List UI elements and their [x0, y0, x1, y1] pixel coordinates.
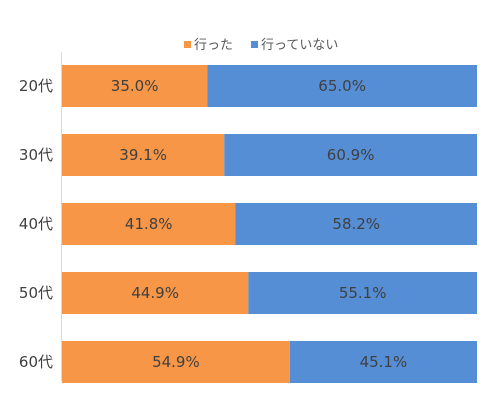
legend-label-0: 行った	[194, 38, 233, 53]
category-label: 50代	[19, 284, 53, 302]
bar-segment	[62, 65, 208, 107]
data-label: 55.1%	[339, 284, 387, 302]
bar-segment	[62, 341, 290, 383]
legend-swatch-1	[251, 41, 258, 48]
bar-segment	[289, 341, 477, 383]
category-label: 30代	[19, 146, 53, 164]
category-labels: 20代 30代 40代 50代 60代	[19, 77, 53, 371]
bars: 35.0% 65.0% 39.1% 60.9% 41.8% 58.2% 44.9% 55.1%…	[62, 65, 477, 383]
bar-segment	[224, 134, 477, 176]
legend-swatch-0	[184, 41, 191, 48]
bar-segment	[62, 203, 236, 245]
legend-label-1: 行っていない	[261, 38, 338, 53]
bar-segment	[62, 272, 249, 314]
bar-segment	[207, 65, 477, 107]
legend: 行った 行っていない	[184, 38, 338, 53]
data-label: 58.2%	[332, 215, 380, 233]
data-label: 41.8%	[125, 215, 173, 233]
bar-segment	[62, 134, 225, 176]
data-label: 65.0%	[318, 77, 366, 95]
category-label: 40代	[19, 215, 53, 233]
category-label: 60代	[19, 353, 53, 371]
data-label: 35.0%	[111, 77, 159, 95]
bar-segment	[235, 203, 477, 245]
data-label: 44.9%	[131, 284, 179, 302]
data-label: 45.1%	[360, 353, 408, 371]
bar-segment	[248, 272, 477, 314]
data-label: 54.9%	[152, 353, 200, 371]
data-label: 39.1%	[119, 146, 167, 164]
category-label: 20代	[19, 77, 53, 95]
data-label: 60.9%	[327, 146, 375, 164]
